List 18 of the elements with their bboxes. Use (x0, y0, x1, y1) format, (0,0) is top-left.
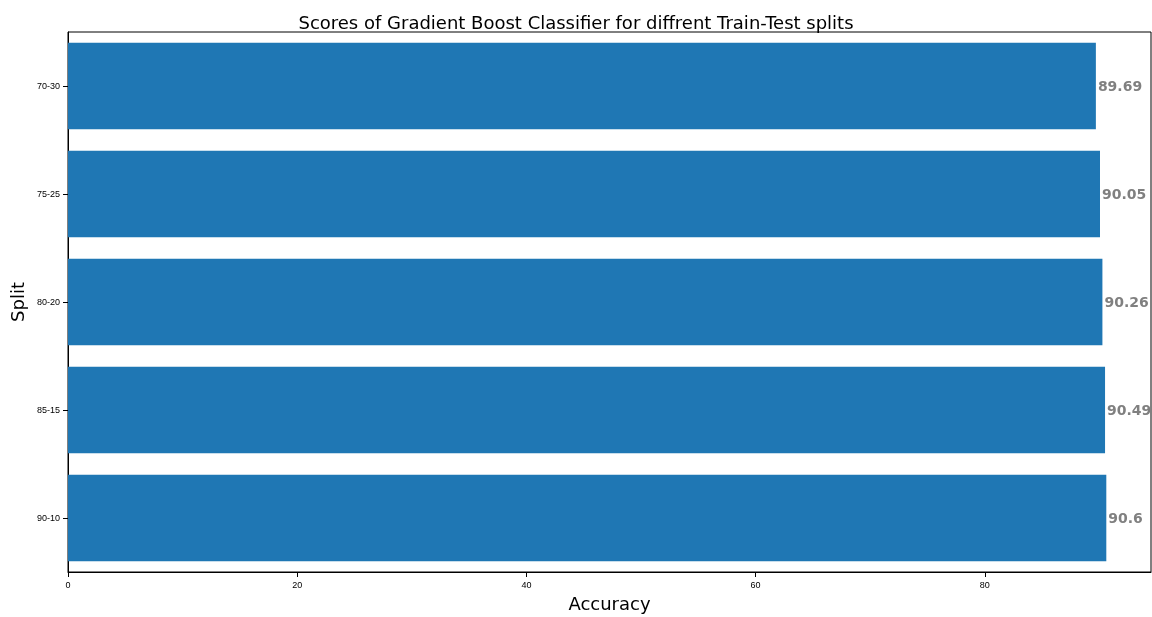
data-label: 90.05 (1102, 186, 1147, 202)
x-tick-label: 80 (979, 579, 990, 590)
data-label: 90.26 (1104, 294, 1149, 310)
y-axis-title: Split (6, 282, 28, 322)
y-tick-label: 70-30 (36, 81, 60, 91)
y-tick-label: 85-15 (36, 405, 60, 415)
x-tick-label: 0 (65, 579, 71, 590)
x-axis-title: Accuracy (568, 592, 651, 614)
x-tick-label: 60 (750, 579, 761, 590)
y-tick-label: 75-25 (36, 189, 60, 199)
data-label: 90.49 (1107, 402, 1152, 418)
y-tick-label: 80-20 (36, 297, 60, 307)
data-label: 89.69 (1097, 78, 1143, 94)
data-label: 90.6 (1108, 510, 1143, 526)
x-tick-label: 40 (521, 579, 532, 590)
chart-title: Scores of Gradient Boost Classifier for diffrent Train-Test splits (298, 11, 854, 33)
x-tick-label: 20 (292, 579, 303, 590)
y-tick-label: 90-10 (36, 513, 60, 523)
